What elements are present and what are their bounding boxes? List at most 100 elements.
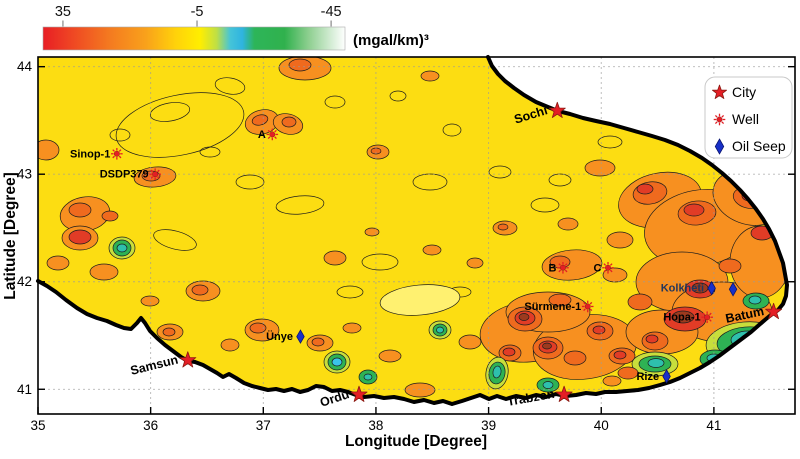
axis-tick-labels: 35 36 37 38 39 40 41 44 43 42 41 (17, 59, 721, 433)
well-marker-b (557, 261, 569, 274)
contour-blob (602, 375, 622, 387)
contour-blob (497, 223, 509, 231)
plot-frame (37, 56, 796, 415)
legend-box (704, 76, 793, 159)
contour-blob (597, 135, 623, 149)
city-label-samsun: Samsun (129, 353, 180, 378)
city-marker-ordu (350, 385, 368, 402)
contour-blob (275, 195, 325, 215)
contour-blob (748, 295, 762, 305)
contour-blob (404, 382, 436, 398)
x-tick-label: 41 (706, 418, 721, 433)
contour-blob (336, 285, 364, 299)
well-label-s-rmene-1: Sürmene-1 (524, 301, 581, 313)
contour-blob (645, 334, 659, 344)
contour-blob (235, 174, 265, 190)
contour-blob (331, 357, 343, 367)
well-label-dsdp379: DSDP379 (100, 169, 149, 181)
x-tick-label: 38 (368, 418, 383, 433)
axis-ticks (37, 65, 795, 414)
contour-blob (281, 116, 297, 128)
contour-blob (109, 128, 131, 142)
contour-blob (149, 102, 191, 122)
contour-blob (617, 366, 639, 380)
city-marker-batum (765, 302, 783, 320)
contour-blob (530, 197, 560, 213)
legend-well-sun-icon (713, 113, 726, 126)
x-tick-label: 39 (481, 418, 496, 433)
contour-blob (458, 334, 482, 350)
contour-blob (718, 258, 742, 274)
colorbar-tick-label: -45 (321, 4, 342, 20)
contour-blob (389, 90, 407, 102)
contour-blob (422, 244, 442, 256)
city-marker-samsun (179, 351, 197, 368)
oil-seep-marker-rize (662, 369, 671, 384)
colorbar: (mgal/km)³ 35 -5 -45 (42, 4, 429, 51)
contour-blob (542, 342, 552, 350)
x-tick-label: 35 (30, 418, 45, 433)
contour-blob (584, 159, 616, 177)
oil-seep-marker-oil-seep-3 (728, 281, 738, 297)
contour-blob (557, 217, 579, 231)
contour-blob (420, 70, 440, 82)
legend: City Well Oil Seep (704, 76, 793, 159)
contour-blob (647, 358, 665, 368)
oil-seep-label-rize: Rize (636, 371, 659, 383)
contour-blob (466, 257, 484, 269)
colorbar-gradient-bar (42, 26, 346, 51)
contour-blob (535, 76, 555, 88)
contour-blob (592, 325, 606, 335)
contour-blob (46, 255, 70, 271)
y-tick-label: 42 (17, 274, 32, 289)
well-marker-s-rmene-1 (581, 300, 594, 313)
city-marker-sochi (548, 101, 566, 118)
x-tick-label: 40 (594, 418, 609, 433)
well-marker-a (266, 128, 279, 141)
contour-blob (613, 350, 627, 360)
contour-blob (162, 327, 176, 337)
legend-item-well: Well (713, 111, 759, 127)
y-tick-label: 43 (17, 167, 32, 182)
contour-blob (548, 293, 572, 307)
x-tick-label: 37 (256, 418, 271, 433)
contour-blob (363, 373, 373, 381)
contour-blob (627, 293, 653, 311)
contour-blob (323, 250, 347, 266)
grid-lines (38, 57, 795, 414)
contour-blob (442, 123, 462, 137)
contour-blob (249, 322, 267, 334)
city-label-ordu: Ordu (318, 387, 351, 410)
y-tick-label: 44 (17, 59, 33, 74)
contour-blob (38, 139, 60, 161)
legend-item-label: City (732, 84, 756, 100)
legend-item-label: Well (732, 111, 759, 127)
black-sea-coastline (36, 55, 789, 406)
city-marker-trabzon (555, 385, 573, 402)
contour-blob (140, 295, 160, 307)
colorbar-tick-label: 35 (55, 4, 71, 20)
well-marker-c (602, 261, 614, 274)
coastline (36, 55, 789, 406)
well-marker-sinop-1 (111, 147, 123, 160)
contour-blob (364, 227, 380, 237)
contour-blob (214, 77, 246, 95)
legend-item-oil-seep: Oil Seep (714, 138, 786, 155)
well-marker-hopa-1 (701, 311, 713, 324)
contour-blob (378, 349, 402, 363)
contour-blob (153, 229, 197, 251)
x-tick-label: 36 (143, 418, 158, 433)
well-marker-dsdp379 (149, 168, 161, 181)
well-label-a: A (258, 129, 266, 141)
legend-item-city: City (712, 84, 756, 100)
contour-blob (220, 338, 240, 352)
x-axis-title: Longitude [Degree] (345, 433, 487, 450)
oil-seep-marker-kolkheti (707, 280, 716, 296)
well-label-hopa-1: Hopa-1 (663, 312, 700, 324)
contour-blob (502, 347, 516, 357)
contour-blob (542, 381, 554, 389)
contour-blob (324, 95, 346, 109)
